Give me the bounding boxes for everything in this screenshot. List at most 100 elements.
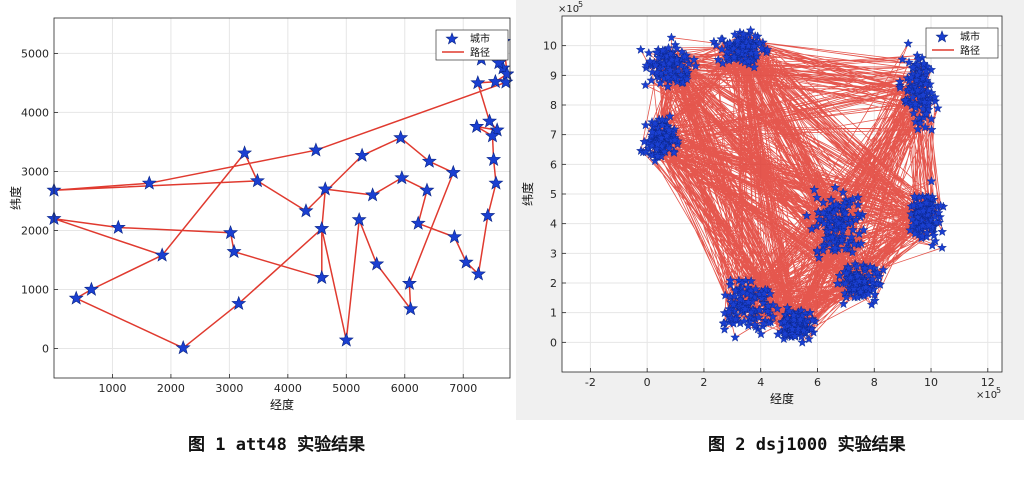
city-star: [639, 136, 650, 147]
city-star: [719, 317, 730, 328]
city-star: [486, 151, 502, 166]
city-star: [848, 224, 858, 235]
plot-area: [54, 18, 510, 378]
city-star: [895, 82, 905, 92]
city-star: [903, 84, 914, 94]
city-star: [733, 46, 743, 56]
city-star: [720, 290, 731, 300]
y-axis-label: 纬度: [8, 186, 23, 210]
x-tick-label: 6000: [391, 382, 419, 395]
city-star: [908, 62, 918, 72]
city-star: [860, 282, 871, 292]
city-star: [725, 279, 736, 290]
city-star: [445, 164, 461, 179]
city-star: [651, 47, 662, 57]
city-star: [237, 145, 253, 160]
city-star: [927, 240, 938, 250]
city-star: [650, 118, 660, 128]
city-star: [853, 199, 864, 210]
city-star: [645, 56, 655, 66]
legend-star-marker: [445, 32, 459, 45]
city-star: [763, 300, 774, 311]
city-star: [809, 184, 820, 194]
city-star: [489, 122, 505, 137]
city-star: [812, 192, 822, 202]
city-star: [838, 298, 849, 309]
city-star: [849, 238, 860, 249]
city-star: [845, 272, 856, 282]
city-star: [664, 58, 675, 68]
city-star: [793, 323, 804, 333]
city-star: [768, 299, 779, 310]
city-star: [758, 298, 769, 308]
y-tick-label: 2000: [21, 224, 49, 237]
city-star: [751, 47, 762, 58]
city-star: [640, 79, 651, 90]
city-star: [779, 316, 790, 326]
y-exponent-label: ×10: [558, 4, 579, 15]
city-star: [853, 208, 863, 219]
city-star: [754, 38, 765, 49]
city-star: [867, 274, 878, 284]
city-star: [646, 75, 657, 85]
city-star: [83, 281, 99, 296]
legend-entry-cities: 城市: [470, 32, 490, 45]
city-star: [848, 283, 859, 294]
legend-entry-route: 路径: [960, 44, 980, 57]
x-tick-label: 10: [924, 376, 938, 389]
city-star: [657, 120, 668, 130]
city-star: [855, 286, 866, 297]
city-star: [930, 96, 941, 106]
city-star: [338, 332, 354, 347]
city-star: [918, 58, 929, 68]
city-star: [223, 224, 239, 240]
city-star: [231, 295, 247, 310]
y-tick-label: 5000: [21, 47, 49, 60]
city-star: [665, 48, 676, 58]
city-star: [659, 146, 670, 156]
city-star: [110, 219, 126, 234]
city-star: [728, 43, 739, 53]
city-star: [653, 52, 664, 62]
city-star: [801, 210, 812, 220]
city-star: [758, 318, 769, 328]
city-star: [841, 268, 852, 278]
city-star: [681, 65, 692, 75]
city-star: [852, 270, 863, 281]
y-tick-label: 10: [543, 40, 557, 53]
city-star: [740, 303, 750, 314]
x-tick-label: -2: [585, 376, 596, 389]
city-star: [930, 92, 940, 102]
city-star: [647, 66, 658, 77]
city-star: [784, 305, 795, 316]
y-tick-label: 6: [550, 158, 557, 171]
city-star: [853, 192, 863, 202]
city-star: [930, 235, 941, 246]
city-star: [917, 73, 928, 83]
city-star: [910, 98, 921, 109]
city-star: [369, 256, 385, 271]
city-star: [725, 275, 736, 285]
city-star: [915, 118, 926, 128]
city-star: [351, 211, 367, 227]
city-star: [661, 130, 672, 141]
x-tick-label: 2: [700, 376, 707, 389]
city-star: [491, 54, 507, 70]
city-star: [919, 97, 930, 107]
city-star: [865, 261, 876, 272]
city-star: [679, 51, 690, 61]
y-tick-label: 0: [550, 336, 557, 349]
city-star: [737, 277, 748, 288]
city-star: [652, 151, 663, 161]
city-star: [838, 200, 849, 211]
city-star: [856, 238, 867, 248]
city-star: [921, 108, 932, 119]
city-star: [729, 51, 739, 62]
city-star: [726, 312, 737, 323]
city-star: [738, 29, 749, 39]
city-star: [713, 54, 724, 65]
city-star: [308, 142, 324, 157]
